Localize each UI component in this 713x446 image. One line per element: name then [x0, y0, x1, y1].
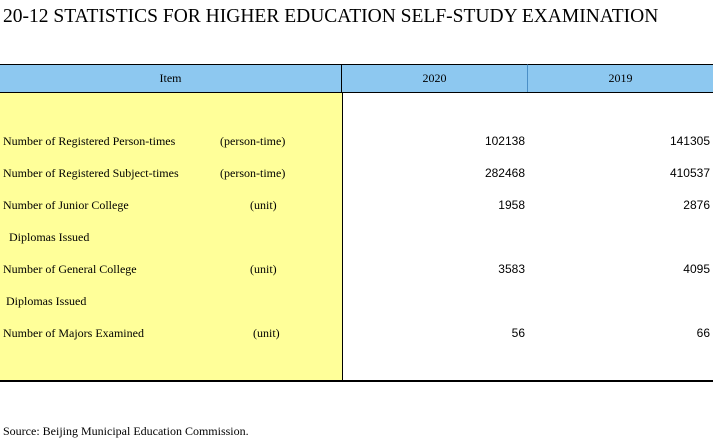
row-label: Diplomas Issued [6, 294, 87, 308]
row-label: Number of Junior College [3, 198, 129, 212]
value-2019: 66 [696, 326, 710, 340]
header-year-2020: 2020 [342, 64, 528, 92]
item-column-divider [342, 93, 343, 381]
table-bottom-border [0, 380, 713, 382]
page-title: 20-12 STATISTICS FOR HIGHER EDUCATION SE… [3, 6, 659, 27]
statistics-table: Item 2020 2019 Number of Registered Pers… [0, 64, 713, 382]
row-unit: (person-time) [220, 134, 286, 148]
row-label: Diplomas Issued [6, 230, 90, 244]
header-item: Item [0, 64, 342, 92]
header-divider [0, 92, 713, 93]
table-row: Diplomas Issued [0, 294, 713, 312]
item-column-background [0, 93, 342, 381]
value-2020: 56 [511, 326, 525, 340]
value-2020: 1958 [498, 198, 525, 212]
table-row: Number of Junior College (unit) 1958 287… [0, 198, 713, 216]
table-row: Number of Majors Examined (unit) 56 66 [0, 326, 713, 344]
value-2019: 141305 [669, 134, 710, 148]
table-row: Number of Registered Person-times (perso… [0, 134, 713, 152]
row-unit: (unit) [250, 262, 277, 276]
row-label: Number of Majors Examined [3, 326, 144, 340]
value-2019: 2876 [683, 198, 710, 212]
row-unit: (person-time) [220, 166, 286, 180]
value-2020: 3583 [498, 262, 525, 276]
table-row: Number of Registered Subject-times (pers… [0, 166, 713, 184]
value-2019: 410537 [669, 166, 710, 180]
row-unit: (unit) [250, 198, 277, 212]
header-year-2019: 2019 [528, 64, 713, 92]
source-note: Source: Beijing Municipal Education Comm… [3, 424, 249, 438]
row-label: Number of Registered Person-times [3, 134, 176, 148]
row-label: Number of General College [3, 262, 137, 276]
value-2020: 102138 [484, 134, 525, 148]
table-row: Diplomas Issued [0, 230, 713, 248]
row-label: Number of Registered Subject-times [3, 166, 179, 180]
value-2020: 282468 [484, 166, 525, 180]
value-2019: 4095 [683, 262, 710, 276]
row-unit: (unit) [253, 326, 280, 340]
table-row: Number of General College (unit) 3583 40… [0, 262, 713, 280]
